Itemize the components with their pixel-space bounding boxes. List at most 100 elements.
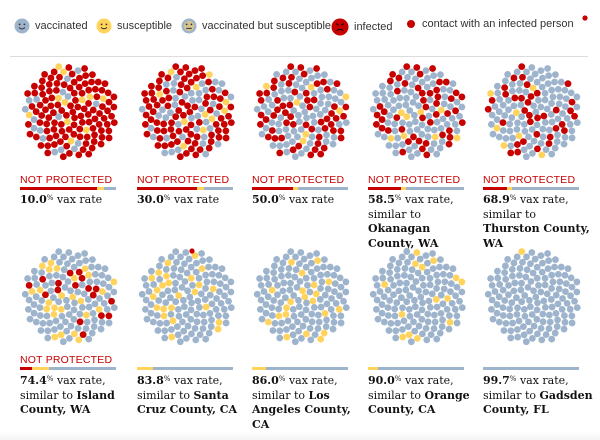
person-dot-vaccinated — [532, 108, 540, 116]
person-dot-infected — [262, 116, 270, 123]
rate-value: 10.0 — [20, 193, 47, 206]
person-dot-vaccinated — [187, 89, 195, 97]
person-dot-vaccinated — [419, 299, 426, 307]
person-dot-vaccinated — [391, 312, 399, 320]
bar-segment-infected — [368, 187, 401, 190]
person-dot-infected — [540, 112, 548, 120]
person-dot-infected — [545, 140, 553, 147]
person-dot-infected — [278, 134, 285, 142]
person-dot-vaccinated — [526, 303, 534, 311]
person-dot-infected — [220, 120, 228, 128]
person-dot-vaccinated — [433, 303, 441, 311]
person-dot-infected — [403, 63, 411, 71]
person-dot-vaccinated — [44, 327, 52, 335]
person-dot-vaccinated — [156, 275, 164, 283]
person-dot-infected — [53, 80, 61, 87]
person-dot-vaccinated — [513, 310, 521, 318]
person-dot-vaccinated — [403, 298, 411, 306]
person-dot-vaccinated — [430, 72, 438, 79]
person-dot-vaccinated — [487, 305, 495, 313]
person-dot-infected — [434, 93, 442, 101]
person-dot-vaccinated — [507, 334, 515, 342]
person-dot-infected — [445, 140, 453, 148]
person-dot-vaccinated — [487, 275, 495, 282]
person-dot-infected — [426, 89, 434, 97]
person-dot-susceptible — [198, 265, 206, 273]
person-dot-vaccinated — [560, 140, 568, 148]
person-dot-vaccinated — [424, 259, 431, 267]
person-dot-vaccinated — [441, 93, 449, 101]
person-dot-vaccinated — [560, 325, 568, 333]
person-dot-infected — [199, 72, 207, 79]
person-dot-vaccinated — [178, 283, 186, 291]
person-dot-infected — [274, 97, 281, 104]
person-dot-susceptible — [156, 90, 164, 98]
person-dot-infected — [561, 127, 568, 135]
person-dot-vaccinated — [448, 299, 456, 307]
person-dot-infected — [533, 130, 541, 138]
person-dot-infected — [37, 142, 45, 149]
person-dot-vaccinated — [36, 304, 44, 312]
person-dot-vaccinated — [406, 292, 414, 299]
person-dot-susceptible — [399, 333, 407, 341]
person-dot-infected — [333, 80, 341, 88]
person-dot-infected — [165, 94, 173, 102]
person-dot-infected — [104, 107, 111, 115]
person-dot-vaccinated — [561, 271, 569, 279]
person-dot-susceptible — [275, 312, 283, 320]
person-dot-vaccinated — [86, 278, 94, 286]
person-dot-infected — [418, 89, 426, 97]
person-dot-infected — [310, 96, 318, 104]
person-dot-vaccinated — [296, 75, 303, 83]
person-dot-vaccinated — [404, 258, 411, 266]
person-dot-vaccinated — [308, 133, 316, 141]
person-dot-vaccinated — [520, 331, 528, 339]
person-dot-vaccinated — [182, 311, 190, 318]
person-dot-vaccinated — [505, 291, 512, 299]
person-dot-infected — [567, 107, 574, 115]
person-dot-vaccinated — [172, 248, 180, 256]
person-dot-vaccinated — [187, 263, 195, 271]
composition-bar — [137, 187, 233, 190]
person-dot-vaccinated — [221, 274, 229, 282]
person-dot-vaccinated — [46, 319, 53, 327]
person-dot-vaccinated — [501, 262, 509, 270]
person-dot-infected — [552, 106, 560, 114]
person-dot-vaccinated — [284, 86, 292, 94]
person-dot-infected — [191, 67, 199, 75]
person-dot-vaccinated — [387, 90, 395, 98]
person-dot-vaccinated — [327, 305, 335, 313]
person-dot-infected — [42, 97, 49, 104]
person-dot-susceptible — [403, 113, 411, 121]
person-dot-infected — [419, 114, 426, 122]
person-dot-vaccinated — [82, 325, 90, 332]
person-dot-vaccinated — [276, 334, 284, 342]
bar-segment-vaccinated — [406, 187, 464, 190]
person-dot-vaccinated — [427, 146, 435, 153]
person-dot-vaccinated — [169, 86, 177, 94]
not-protected-label: NOT PROTECTED — [483, 174, 576, 186]
person-dot-vaccinated — [395, 102, 403, 110]
person-dot-vaccinated — [537, 103, 545, 111]
person-dot-infected — [518, 63, 526, 71]
person-dot-vaccinated — [271, 90, 279, 98]
person-dot-vaccinated — [372, 90, 380, 97]
person-dot-vaccinated — [59, 338, 67, 346]
person-dot-infected — [58, 107, 66, 114]
person-dot-vaccinated — [400, 86, 408, 94]
person-dot-vaccinated — [330, 133, 338, 141]
person-dot-vaccinated — [538, 83, 546, 91]
bar-segment-infected — [137, 187, 197, 190]
composition-bar — [368, 187, 464, 190]
person-dot-infected — [393, 114, 401, 121]
rate-text: 50.0% vax rate — [252, 193, 364, 208]
person-dot-vaccinated — [303, 114, 310, 122]
person-dot-vaccinated — [548, 100, 555, 107]
person-dot-vaccinated — [206, 256, 213, 263]
person-dot-vaccinated — [71, 299, 78, 307]
person-dot-infected — [208, 131, 215, 139]
person-dot-vaccinated — [199, 311, 207, 319]
person-dot-susceptible — [432, 296, 440, 303]
person-dot-vaccinated — [74, 67, 82, 75]
person-dot-vaccinated — [321, 106, 329, 114]
